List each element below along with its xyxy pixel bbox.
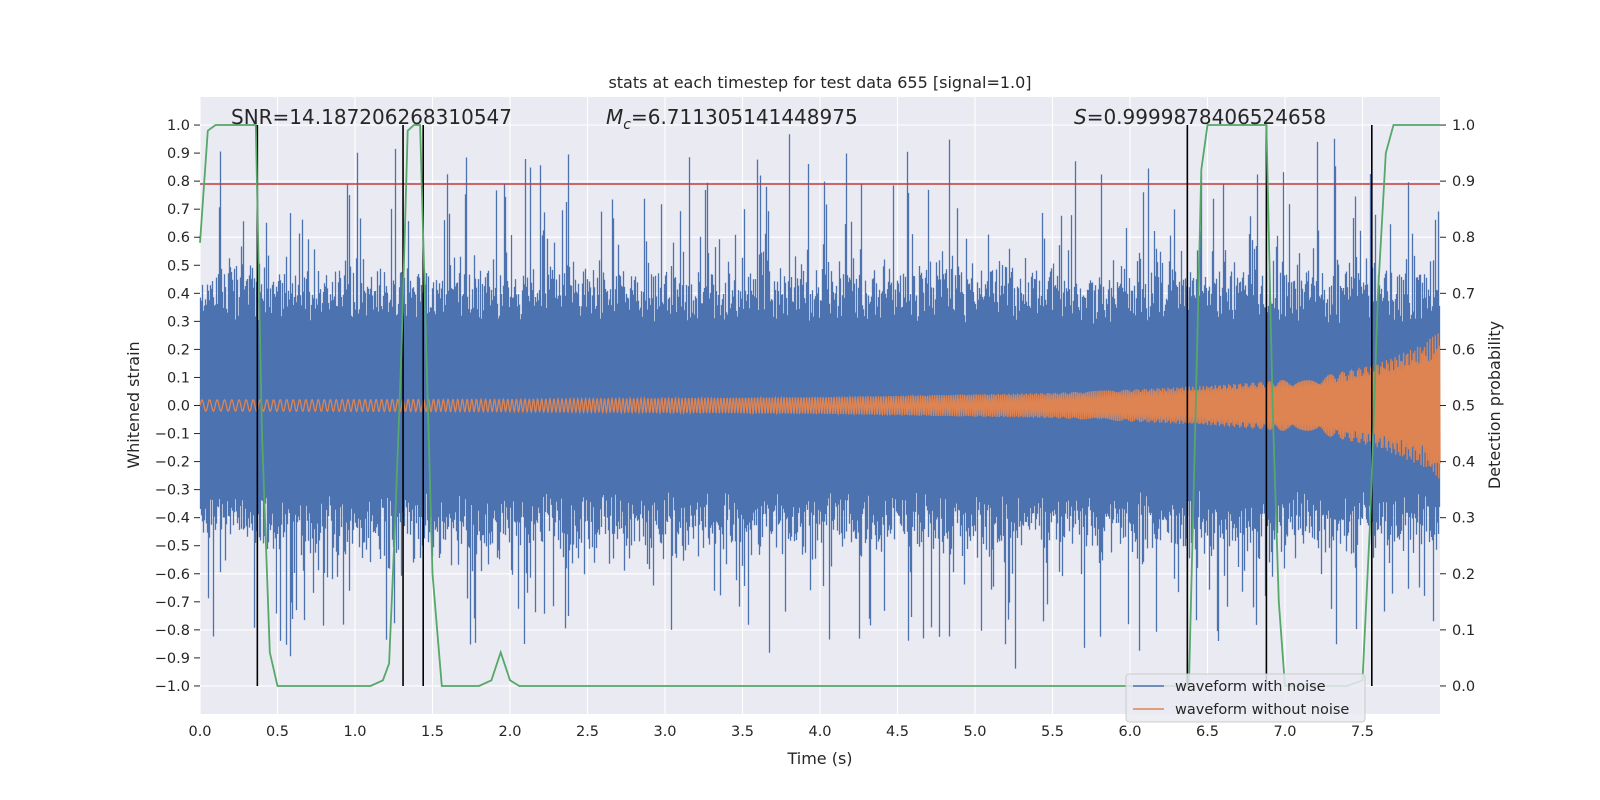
y2-tick-label: 0.0	[1452, 679, 1475, 695]
legend-label-clean: waveform without noise	[1175, 702, 1349, 718]
y-tick-label: 0.7	[167, 202, 190, 218]
x-tick-label: 6.0	[1118, 724, 1141, 740]
y2-tick-label: 0.8	[1452, 230, 1475, 246]
y-tick-label: 0.3	[167, 314, 190, 330]
y2-tick-label: 0.9	[1452, 174, 1475, 190]
x-tick-label: 5.0	[963, 724, 986, 740]
y-tick-label: 0.5	[167, 258, 190, 274]
y-tick-label: 0.1	[167, 370, 190, 386]
y-tick-label: 0.8	[167, 174, 190, 190]
snr-annotation: SNR=14.187206268310547	[231, 105, 512, 129]
y2-tick-label: 0.7	[1452, 286, 1475, 302]
legend-label-noise: waveform with noise	[1175, 679, 1326, 695]
x-tick-label: 6.5	[1196, 724, 1219, 740]
y2-tick-label: 0.4	[1452, 455, 1475, 471]
y-tick-label: −0.5	[155, 539, 190, 555]
y2-tick-label: 0.5	[1452, 399, 1475, 415]
x-tick-label: 0.0	[188, 724, 211, 740]
clean-waveform-line	[199, 333, 1441, 479]
chirp-mass-symbol: M	[606, 105, 623, 129]
axis-ticks: 0.0 0.5 1.0 1.5 2.0 2.5 3.0 3.5 4.0 4.5 5.0 5.5 6.0 6…	[155, 118, 1475, 740]
y2-tick-label: 0.6	[1452, 342, 1475, 358]
y-tick-label: −0.9	[155, 651, 190, 667]
x-tick-label: 3.5	[731, 724, 754, 740]
y-tick-label: −0.3	[155, 483, 190, 499]
x-tick-label: 4.0	[808, 724, 831, 740]
chart-title: stats at each timestep for test data 655…	[608, 73, 1031, 92]
x-tick-label: 7.5	[1351, 724, 1374, 740]
x-tick-label: 5.5	[1041, 724, 1064, 740]
y2-tick-label: 1.0	[1452, 118, 1475, 134]
legend: waveform with noise waveform without noi…	[1125, 673, 1366, 723]
y2-tick-label: 0.2	[1452, 567, 1475, 583]
y-tick-label: 0.0	[167, 399, 190, 415]
s-value: =0.9999878406524658	[1087, 105, 1326, 129]
chirp-mass-subscript: c	[623, 117, 631, 133]
y2-tick-label: 0.3	[1452, 511, 1475, 527]
x-tick-label: 1.0	[343, 724, 366, 740]
x-axis-label: Time (s)	[786, 749, 852, 768]
y-tick-label: −1.0	[155, 679, 190, 695]
x-tick-label: 0.5	[266, 724, 289, 740]
y-axis-label: Whitened strain	[124, 341, 143, 468]
chirp-mass-annotation: Mc=6.711305141448975	[606, 105, 858, 133]
x-tick-label: 1.5	[421, 724, 444, 740]
y-tick-label: 0.9	[167, 146, 190, 162]
y-tick-label: 0.6	[167, 230, 190, 246]
x-tick-label: 3.0	[653, 724, 676, 740]
y-tick-label: 1.0	[167, 118, 190, 134]
s-symbol: S	[1074, 105, 1087, 129]
chirp-mass-value: =6.711305141448975	[631, 105, 858, 129]
y2-tick-label: 0.1	[1452, 623, 1475, 639]
y-tick-label: −0.6	[155, 567, 190, 583]
x-tick-label: 2.5	[576, 724, 599, 740]
y-tick-label: −0.4	[155, 511, 190, 527]
y2-axis-label: Detection probability	[1485, 321, 1504, 489]
y-tick-label: 0.2	[167, 342, 190, 358]
y-tick-label: −0.7	[155, 595, 190, 611]
y-tick-label: −0.1	[155, 427, 190, 443]
legend-box	[1125, 673, 1366, 723]
x-tick-label: 4.5	[886, 724, 909, 740]
series-waveform-without-noise	[199, 333, 1441, 479]
y-tick-label: −0.8	[155, 623, 190, 639]
y-tick-label: −0.2	[155, 455, 190, 471]
x-tick-label: 7.0	[1273, 724, 1296, 740]
y-tick-label: 0.4	[167, 286, 190, 302]
x-tick-label: 2.0	[498, 724, 521, 740]
s-annotation: S=0.9999878406524658	[1074, 105, 1326, 129]
